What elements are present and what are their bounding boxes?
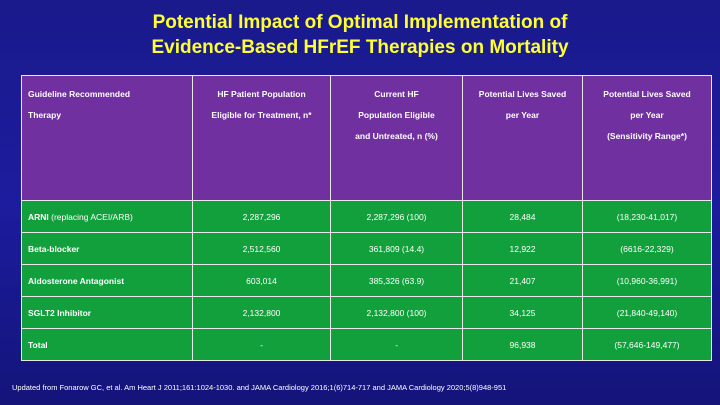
- slide-title: Potential Impact of Optimal Implementati…: [0, 10, 720, 60]
- cell-therapy: Aldosterone Antagonist: [21, 264, 193, 297]
- therapy-note: (replacing ACEI/ARB): [48, 211, 133, 222]
- cell-range: (18,230-41,017): [582, 200, 712, 233]
- table-row: ARNI (replacing ACEI/ARB) 2,287,296 2,28…: [21, 200, 712, 233]
- cell-therapy: ARNI (replacing ACEI/ARB): [21, 200, 193, 233]
- cell-range: (21,840-49,140): [582, 296, 712, 329]
- cell-therapy: SGLT2 Inhibitor: [21, 296, 193, 329]
- therapy-name: ARNI: [28, 211, 49, 222]
- header-lives-saved: Potential Lives Saved per Year: [462, 75, 583, 201]
- cell-therapy: Beta-blocker: [21, 232, 193, 265]
- header-text: HF Patient Population: [217, 89, 306, 99]
- title-line-1: Potential Impact of Optimal Implementati…: [152, 12, 568, 33]
- cell-eligible: 2,287,296: [192, 200, 331, 233]
- cell-eligible: 2,132,800: [192, 296, 331, 329]
- cell-range: (6616-22,329): [582, 232, 712, 265]
- cell-untreated: 361,809 (14.4): [330, 232, 463, 265]
- cell-range: (57,646-149,477): [582, 328, 712, 361]
- cell-therapy: Total: [21, 328, 193, 361]
- mortality-table: Guideline Recommended Therapy HF Patient…: [21, 75, 712, 361]
- cell-lives-saved: 28,484: [462, 200, 583, 233]
- header-therapy: Guideline Recommended Therapy: [21, 75, 193, 201]
- cell-eligible: -: [192, 328, 331, 361]
- cell-eligible: 603,014: [192, 264, 331, 297]
- header-text: Therapy: [28, 110, 62, 120]
- therapy-name: Total: [28, 339, 48, 350]
- header-text: Guideline Recommended: [28, 89, 131, 99]
- cell-range: (10,960-36,991): [582, 264, 712, 297]
- header-eligible: HF Patient Population Eligible for Treat…: [192, 75, 331, 201]
- table-row: Aldosterone Antagonist 603,014 385,326 (…: [21, 264, 712, 297]
- header-sensitivity-range: Potential Lives Saved per Year (Sensitiv…: [582, 75, 712, 201]
- cell-untreated: 2,287,296 (100): [330, 200, 463, 233]
- table-header-row: Guideline Recommended Therapy HF Patient…: [21, 75, 712, 201]
- header-text: Current HF: [374, 89, 419, 99]
- cell-untreated: -: [330, 328, 463, 361]
- therapy-name: Beta-blocker: [28, 243, 80, 254]
- header-untreated: Current HF Population Eligible and Untre…: [330, 75, 463, 201]
- cell-lives-saved: 12,922: [462, 232, 583, 265]
- header-text: (Sensitivity Range*): [607, 131, 687, 141]
- cell-lives-saved: 96,938: [462, 328, 583, 361]
- cell-lives-saved: 21,407: [462, 264, 583, 297]
- cell-lives-saved: 34,125: [462, 296, 583, 329]
- therapy-name: SGLT2 Inhibitor: [28, 307, 92, 318]
- table-row-total: Total - - 96,938 (57,646-149,477): [21, 328, 712, 361]
- header-text: Potential Lives Saved: [478, 89, 567, 99]
- header-text: per Year: [505, 110, 540, 120]
- table-row: SGLT2 Inhibitor 2,132,800 2,132,800 (100…: [21, 296, 712, 329]
- header-text: and Untreated, n (%): [355, 131, 438, 141]
- title-line-2: Evidence-Based HFrEF Therapies on Mortal…: [151, 37, 569, 58]
- header-text: per Year: [630, 110, 664, 120]
- therapy-name: Aldosterone Antagonist: [28, 275, 125, 286]
- citation-footer: Updated from Fonarow GC, et al. Am Heart…: [12, 383, 507, 392]
- header-text: Eligible for Treatment, n*: [211, 110, 312, 120]
- cell-eligible: 2,512,560: [192, 232, 331, 265]
- table-row: Beta-blocker 2,512,560 361,809 (14.4) 12…: [21, 232, 712, 265]
- cell-untreated: 385,326 (63.9): [330, 264, 463, 297]
- header-text: Potential Lives Saved: [603, 89, 691, 99]
- cell-untreated: 2,132,800 (100): [330, 296, 463, 329]
- header-text: Population Eligible: [358, 110, 435, 120]
